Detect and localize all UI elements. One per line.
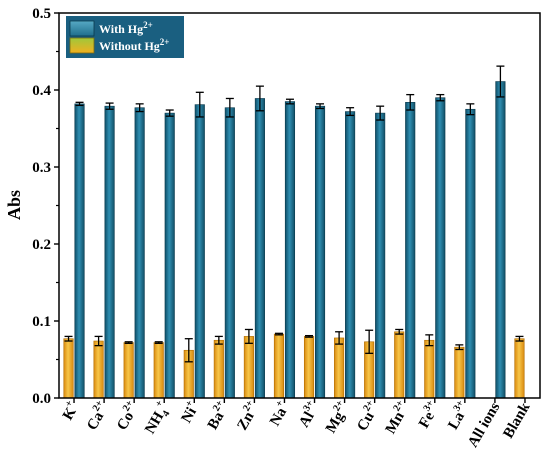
x-tick-label-ba2-: Ba2+ xyxy=(202,398,233,432)
x-tick-label-nh4-: NH4+ xyxy=(140,398,176,438)
error-bar-without-hg-al3- xyxy=(305,334,314,338)
legend-swatch-with-hg xyxy=(69,20,95,37)
error-bar-with-hg-al3- xyxy=(316,103,325,110)
y-tick-label: 0.1 xyxy=(32,314,51,330)
error-bar-with-hg-ni- xyxy=(195,91,204,118)
error-bar-with-hg-ca2- xyxy=(105,102,114,110)
x-tick-label-all-ions: All ions xyxy=(465,400,503,450)
x-axis: K+Ca2+Co2+NH4+Ni+Ba2+Zn2+ Na+Al3+Mg2+Cu2+… xyxy=(57,398,534,450)
x-tick-label-mn2-: Mn2+ xyxy=(380,398,413,437)
error-bar-without-hg-ca2- xyxy=(94,335,103,347)
y-tick-label: 0.2 xyxy=(32,237,51,253)
y-axis-title: Abs xyxy=(4,190,24,220)
x-tick-label-cu2-: Cu2+ xyxy=(352,398,384,434)
error-bar-without-hg-blank xyxy=(515,335,524,342)
x-tick-label-mg2-: Mg2+ xyxy=(320,398,353,436)
bar-without-hg-la3- xyxy=(454,346,465,399)
error-bar-without-hg-cu2- xyxy=(365,329,374,354)
y-tick-label: 0.0 xyxy=(32,391,51,407)
bar-with-hg-al3- xyxy=(314,105,326,399)
error-bar-with-hg-zn2- xyxy=(255,85,264,112)
error-bar-with-hg-k- xyxy=(75,101,84,107)
error-bar-without-hg-la3- xyxy=(455,344,464,351)
bar-without-hg-co2- xyxy=(123,342,134,399)
bar-without-hg-blank xyxy=(514,338,525,399)
bar-with-hg-mg2- xyxy=(345,111,356,399)
bar-with-hg-mn2- xyxy=(405,102,416,399)
y-tick-label: 0.4 xyxy=(32,83,51,99)
bar-without-hg-mg2- xyxy=(334,337,345,399)
bar-with-hg-nh4- xyxy=(164,112,175,399)
bar-with-hg-all-ions xyxy=(495,81,506,399)
error-bar-with-hg-cu2- xyxy=(376,105,385,121)
legend-label-with-hg: With Hg2+ xyxy=(99,20,153,36)
error-bars-layer xyxy=(64,65,524,363)
error-bar-with-hg-ba2- xyxy=(225,97,234,118)
error-bar-without-hg-zn2- xyxy=(244,328,253,344)
legend-swatch-without-hg xyxy=(69,37,95,54)
bar-with-hg-zn2- xyxy=(254,98,265,399)
bar-without-hg-ca2- xyxy=(93,340,104,399)
error-bar-without-hg-na- xyxy=(274,332,283,336)
legend-label-without-hg: Without Hg2+ xyxy=(99,37,169,53)
x-tick-label-blank: Blank xyxy=(500,399,533,441)
bar-without-hg-al3- xyxy=(303,336,315,399)
x-tick-label-co2-: Co2+ xyxy=(112,398,143,433)
bar-with-hg-cu2- xyxy=(375,112,386,399)
y-axis: 0.0 0.1 0.2 0.3 0.4 0.5 xyxy=(32,6,59,407)
bar-without-hg-mn2- xyxy=(394,331,405,399)
bar-with-hg-co2- xyxy=(134,107,145,399)
bar-without-hg-fe3- xyxy=(424,339,435,399)
error-bar-with-hg-na- xyxy=(285,98,294,105)
error-bar-without-hg-co2- xyxy=(124,341,133,344)
bar-with-hg-na- xyxy=(284,101,296,399)
x-tick-label-na-: Na+ xyxy=(264,398,293,429)
bar-without-hg-nh4- xyxy=(153,342,164,399)
bar-with-hg-ba2- xyxy=(224,107,235,399)
error-bar-with-hg-fe3- xyxy=(436,93,445,102)
y-tick-label: 0.3 xyxy=(32,160,51,176)
bar-without-hg-zn2- xyxy=(243,336,254,399)
bar-with-hg-ni- xyxy=(194,104,205,399)
bars-layer xyxy=(63,81,525,399)
error-bar-with-hg-co2- xyxy=(135,103,144,113)
x-tick-label-fe3-: Fe3+ xyxy=(414,398,444,431)
x-tick-label-al3-: Al3+ xyxy=(294,398,323,430)
y-tick-label: 0.5 xyxy=(32,6,51,22)
error-bar-without-hg-ba2- xyxy=(214,335,223,345)
bar-without-hg-na- xyxy=(273,333,285,399)
x-tick-label-ca2-: Ca2+ xyxy=(82,398,113,433)
error-bar-without-hg-ni- xyxy=(184,338,193,363)
bar-with-hg-ca2- xyxy=(104,105,115,399)
error-bar-without-hg-mn2- xyxy=(395,328,404,335)
error-bar-without-hg-fe3- xyxy=(425,334,434,347)
error-bar-with-hg-mg2- xyxy=(346,107,355,117)
bar-with-hg-la3- xyxy=(465,108,476,399)
error-bar-without-hg-mg2- xyxy=(335,331,344,345)
bar-without-hg-ba2- xyxy=(213,339,224,399)
bar-with-hg-fe3- xyxy=(435,97,446,399)
bar-without-hg-k xyxy=(63,338,74,399)
legend: With Hg2+ Without Hg2+ xyxy=(66,16,184,58)
error-bar-with-hg-all-ions xyxy=(496,65,505,98)
x-tick-label-ni-: Ni+ xyxy=(176,398,203,426)
error-bar-without-hg-nh4- xyxy=(154,341,163,344)
error-bar-with-hg-mn2- xyxy=(406,93,415,111)
error-bar-with-hg-nh4- xyxy=(165,109,174,117)
x-tick-label-la3-: La3+ xyxy=(443,398,474,432)
x-tick-label-k-: K+ xyxy=(57,398,82,423)
x-tick-label-zn2-: Zn2+ xyxy=(232,398,263,433)
error-bar-without-hg-k xyxy=(64,335,73,342)
error-bar-with-hg-la3- xyxy=(466,103,475,116)
bar-with-hg-k- xyxy=(74,103,85,399)
